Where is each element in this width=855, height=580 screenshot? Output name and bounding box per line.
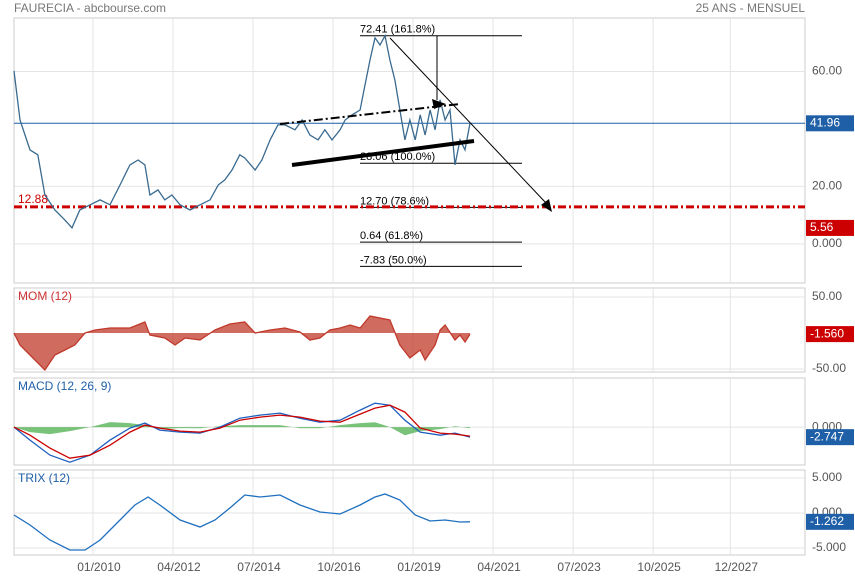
area bbox=[14, 422, 470, 436]
level-box bbox=[806, 219, 854, 236]
x-tick-label: 01/2019 bbox=[397, 560, 441, 574]
panel-title: MACD (12, 26, 9) bbox=[18, 379, 111, 393]
y-tick-label: 50.00 bbox=[812, 289, 842, 303]
x-tick-label: 12/2027 bbox=[715, 560, 759, 574]
level-box-label: 41.96 bbox=[810, 115, 840, 129]
fib-label: 72.41 (161.8%) bbox=[360, 24, 435, 36]
series-line bbox=[13, 404, 471, 459]
y-tick-label: -50.00 bbox=[812, 361, 846, 375]
projection-line bbox=[389, 37, 547, 204]
area bbox=[14, 316, 470, 370]
last-value-label: -1.262 bbox=[810, 514, 844, 528]
y-tick-label: 5.000 bbox=[812, 470, 842, 484]
x-tick-label: 07/2014 bbox=[237, 560, 281, 574]
last-value-box bbox=[806, 429, 854, 446]
arrow-head bbox=[432, 99, 446, 109]
panel-group: 01/2010 04/2012 07/2014 10/2016 01/2019 04/20… bbox=[13, 470, 854, 574]
level-box-label: 5.56 bbox=[810, 220, 834, 234]
x-tick-label: 04/2012 bbox=[157, 560, 201, 574]
x-tick-label: 04/2021 bbox=[477, 560, 521, 574]
last-value-label: -1.560 bbox=[810, 326, 844, 340]
y-tick-label: -5.000 bbox=[812, 540, 846, 554]
fib-label: 12.70 (78.6%) bbox=[360, 195, 429, 207]
series-line bbox=[13, 33, 471, 229]
panel-title: MOM (12) bbox=[18, 289, 72, 303]
series-line bbox=[13, 315, 471, 372]
drawings bbox=[279, 36, 552, 212]
resistance-line bbox=[279, 103, 461, 125]
x-tick-label: 10/2016 bbox=[317, 560, 361, 574]
series-line bbox=[13, 493, 471, 551]
x-tick-label: 01/2010 bbox=[77, 560, 121, 574]
panel-group: 50.00 -50.00 MOM (12) -1.560 bbox=[13, 288, 854, 375]
panel bbox=[13, 377, 806, 466]
x-tick-label: 07/2023 bbox=[557, 560, 601, 574]
last-value-box bbox=[806, 513, 854, 530]
series-line bbox=[13, 402, 471, 463]
fib-label: 0.64 (61.8%) bbox=[360, 230, 423, 242]
y-tick-label: 20.00 bbox=[812, 179, 842, 193]
chart-subtitle: 25 ANS - MENSUEL bbox=[696, 1, 806, 15]
last-value-label: -2.747 bbox=[810, 429, 844, 443]
support-line bbox=[291, 139, 475, 167]
chart-title: FAURECIA - abcbourse.com bbox=[14, 1, 166, 15]
arrow-head bbox=[541, 199, 552, 212]
y-tick-label: 60.00 bbox=[812, 64, 842, 78]
y-tick-label: 0.000 bbox=[812, 236, 842, 250]
fib-label: -7.83 (50.0%) bbox=[360, 254, 427, 266]
last-value-box bbox=[806, 326, 854, 343]
level-box bbox=[806, 115, 854, 132]
x-tick-label: 10/2025 bbox=[637, 560, 681, 574]
level-label: 12.88 bbox=[18, 192, 48, 206]
panel-title: TRIX (12) bbox=[18, 471, 70, 485]
